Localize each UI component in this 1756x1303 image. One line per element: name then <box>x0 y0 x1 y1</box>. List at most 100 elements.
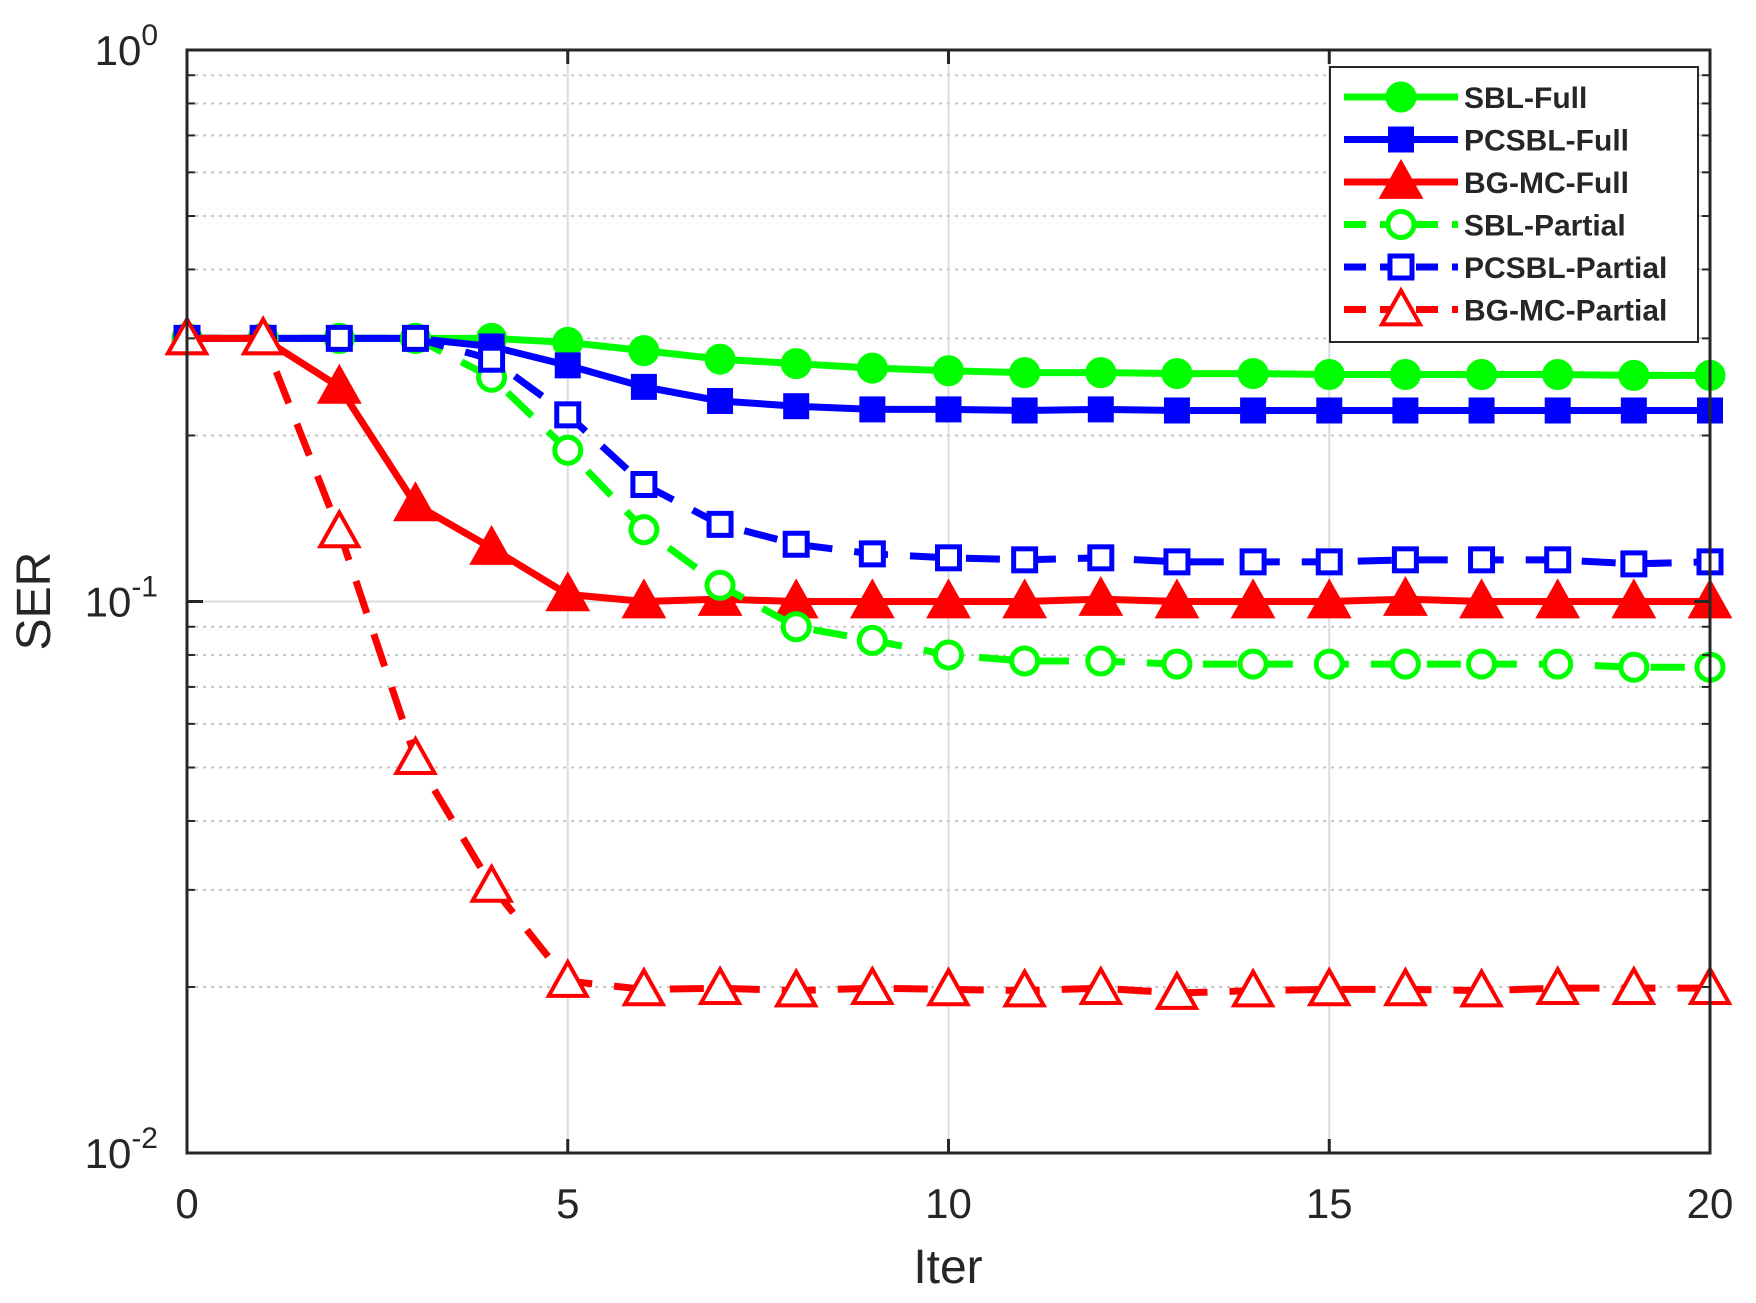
data-point-bg-mc-full <box>1459 578 1504 619</box>
legend-label-bg-mc-full: BG-MC-Full <box>1464 167 1629 200</box>
legend-box <box>1329 66 1699 343</box>
data-point-pcsbl-partial <box>1087 544 1115 572</box>
data-point-pcsbl-partial <box>1239 548 1267 576</box>
data-point-bg-mc-partial <box>1459 967 1504 1008</box>
data-point-sbl-full <box>1237 358 1269 390</box>
data-point-sbl-partial <box>704 569 736 601</box>
axes: 0 5 10 15 20 10-2 10-1 100 <box>85 19 1734 1227</box>
data-point-pcsbl-partial <box>1468 546 1496 574</box>
y-tick-label: 100 <box>95 19 158 74</box>
data-point-pcsbl-partial <box>1391 546 1419 574</box>
series-bg-mc-full <box>164 315 1733 619</box>
legend-label-pcsbl-partial: PCSBL-Partial <box>1464 252 1667 285</box>
data-point-bg-mc-partial <box>621 966 667 1007</box>
data-point-pcsbl-full <box>1011 397 1038 424</box>
legend-label-sbl-full: SBL-Full <box>1464 82 1587 115</box>
legend-marker-pcsbl-partial <box>1387 253 1415 281</box>
data-point-bg-mc-full <box>545 571 591 612</box>
data-point-pcsbl-full <box>630 373 657 400</box>
data-point-sbl-partial <box>1237 648 1269 680</box>
data-point-bg-mc-full <box>469 524 515 565</box>
data-point-sbl-partial <box>1389 648 1421 680</box>
data-point-pcsbl-partial <box>325 324 353 352</box>
data-point-sbl-partial <box>1542 648 1574 680</box>
data-point-sbl-full <box>1161 358 1193 390</box>
data-point-pcsbl-partial <box>1620 550 1648 578</box>
data-point-bg-mc-partial <box>1535 965 1581 1006</box>
data-point-pcsbl-full <box>1544 397 1571 424</box>
data-point-pcsbl-partial <box>782 530 810 558</box>
data-point-bg-mc-partial <box>1154 969 1200 1010</box>
data-point-bg-mc-partial <box>1306 966 1352 1007</box>
legend-label-bg-mc-partial: BG-MC-Partial <box>1464 295 1667 328</box>
x-tick-label: 20 <box>1687 1180 1734 1227</box>
data-point-bg-mc-partial <box>1078 965 1124 1006</box>
data-point-pcsbl-full <box>1620 397 1647 424</box>
data-point-sbl-full <box>704 343 736 375</box>
data-point-bg-mc-partial <box>469 862 515 903</box>
data-point-bg-mc-partial <box>849 965 895 1006</box>
data-point-pcsbl-partial <box>1544 546 1572 574</box>
data-point-bg-mc-partial <box>1382 966 1428 1007</box>
x-tick-label: 15 <box>1306 1180 1353 1227</box>
data-point-pcsbl-partial <box>1011 546 1039 574</box>
data-point-bg-mc-full <box>1535 578 1581 619</box>
data-point-bg-mc-partial <box>316 508 362 549</box>
data-point-bg-mc-full <box>926 578 971 619</box>
data-point-bg-mc-partial <box>240 315 286 356</box>
data-point-bg-mc-full <box>1002 578 1048 619</box>
x-axis-label: Iter <box>913 1241 982 1294</box>
data-point-pcsbl-partial <box>401 324 429 352</box>
legend-marker-sbl-partial <box>1385 209 1417 240</box>
data-point-sbl-partial <box>1161 648 1193 680</box>
data-point-sbl-full <box>628 335 660 367</box>
legend-marker-bg-mc-partial <box>1378 286 1424 327</box>
data-point-bg-mc-partial <box>697 965 743 1006</box>
data-point-pcsbl-partial <box>478 345 506 373</box>
data-point-bg-mc-full <box>621 578 667 619</box>
data-point-bg-mc-full <box>316 363 362 404</box>
data-point-sbl-full <box>780 348 812 380</box>
data-point-bg-mc-full <box>1078 576 1124 616</box>
data-point-pcsbl-full <box>554 352 581 379</box>
data-point-sbl-partial <box>1618 651 1650 683</box>
series-bg-mc-partial <box>164 315 1733 1010</box>
data-point-pcsbl-full <box>935 396 962 423</box>
data-point-pcsbl-full <box>1240 397 1267 424</box>
data-point-bg-mc-partial <box>773 967 819 1008</box>
data-point-pcsbl-partial <box>858 540 886 568</box>
legend: SBL-Full PCSBL-Full BG-MC-Full SBL-Partial P… <box>1329 66 1699 343</box>
data-point-bg-mc-full <box>393 481 438 522</box>
data-point-sbl-partial <box>1466 648 1498 680</box>
data-point-bg-mc-partial <box>1611 965 1657 1006</box>
y-tick-label: 10-2 <box>85 1122 158 1177</box>
data-point-sbl-full <box>1618 359 1650 391</box>
data-point-bg-mc-partial <box>1230 967 1276 1008</box>
legend-label-sbl-partial: SBL-Partial <box>1464 210 1626 243</box>
data-point-sbl-partial <box>780 611 812 643</box>
data-point-sbl-full <box>933 355 964 387</box>
series-line-pcsbl-partial <box>187 334 1711 568</box>
data-point-sbl-full <box>1313 358 1345 390</box>
data-point-pcsbl-full <box>783 393 810 420</box>
data-point-pcsbl-partial <box>1163 548 1191 576</box>
data-point-bg-mc-full <box>1611 578 1657 619</box>
data-point-sbl-partial <box>628 514 660 546</box>
data-point-pcsbl-partial <box>706 510 734 538</box>
data-point-bg-mc-full <box>849 578 895 619</box>
data-point-bg-mc-full <box>1306 578 1352 619</box>
data-point-sbl-partial <box>552 434 584 466</box>
data-point-bg-mc-partial <box>545 957 591 998</box>
data-point-bg-mc-partial <box>393 735 438 775</box>
data-point-bg-mc-full <box>1230 578 1276 619</box>
data-point-pcsbl-partial <box>935 544 962 572</box>
data-point-sbl-partial <box>1009 645 1041 677</box>
legend-marker-sbl-full <box>1385 81 1417 113</box>
data-point-sbl-partial <box>856 624 888 656</box>
x-tick-label: 0 <box>175 1180 198 1227</box>
data-point-pcsbl-full <box>1392 397 1419 424</box>
data-point-pcsbl-full <box>1316 397 1343 424</box>
data-point-bg-mc-partial <box>926 966 971 1007</box>
data-point-bg-mc-full <box>1382 576 1428 616</box>
